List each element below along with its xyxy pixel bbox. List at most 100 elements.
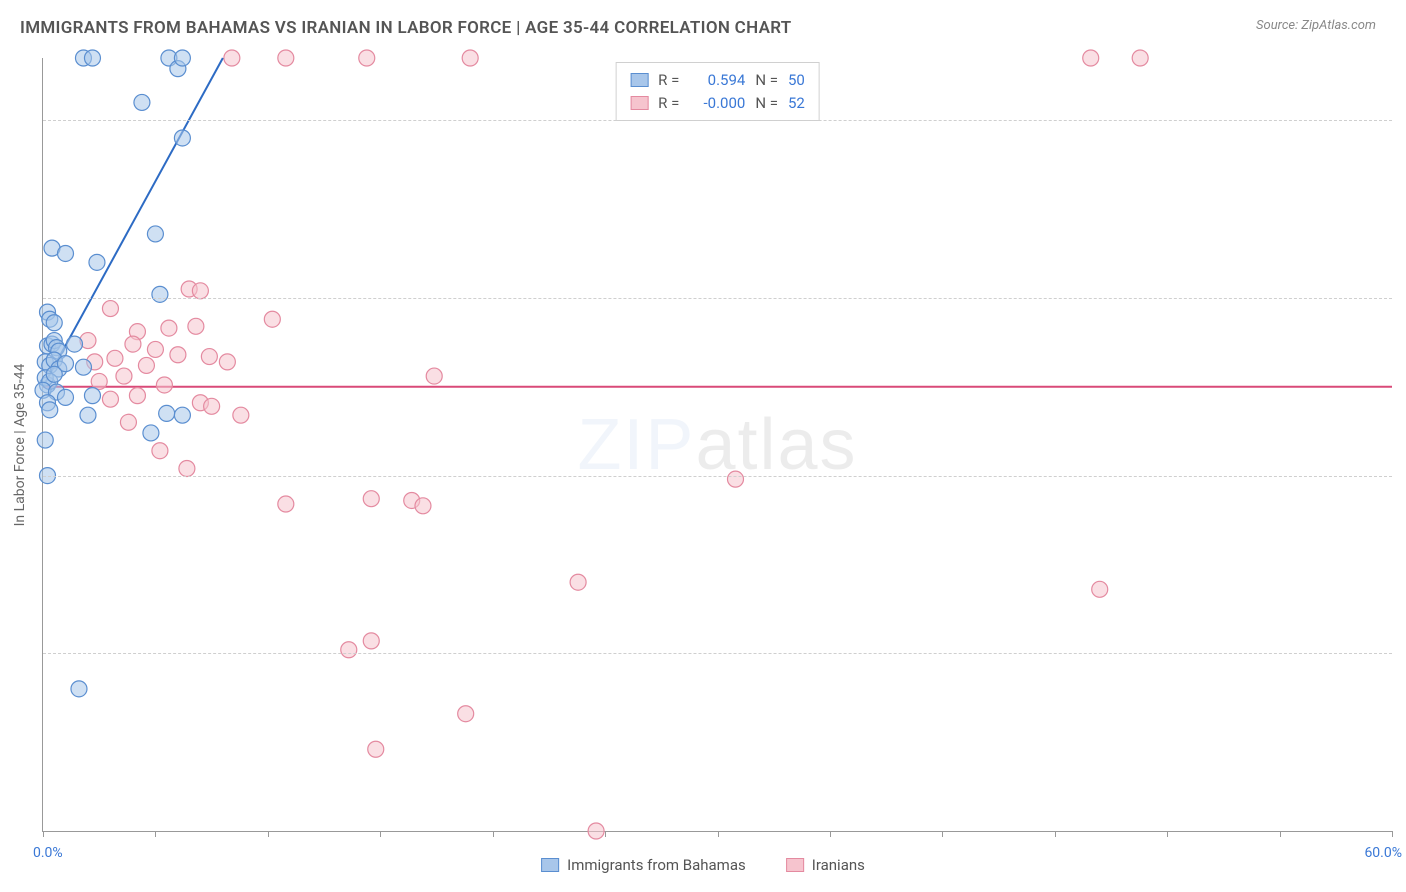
data-point [46,315,62,331]
data-point [46,366,62,382]
legend-item-iranians: Iranians [786,856,865,874]
data-point [264,311,280,327]
data-point [107,350,123,366]
legend-label-bahamas: Immigrants from Bahamas [567,856,746,874]
legend-row-0: R = 0.594 N = 50 [630,69,805,92]
data-point [363,491,379,507]
data-point [71,681,87,697]
data-point [156,377,172,393]
data-point [204,398,220,414]
data-point [192,283,208,299]
x-tick [155,831,156,837]
data-point [75,359,91,375]
n-label-0: N = [755,69,778,92]
data-point [80,407,96,423]
data-point [66,336,82,352]
x-tick [43,831,44,837]
gridline [43,653,1392,654]
data-point [278,50,294,66]
r-value-1: -0.000 [689,92,745,115]
data-point [1092,581,1108,597]
data-point [57,389,73,405]
swatch-bahamas-b [541,858,559,872]
x-tick [1055,831,1056,837]
r-label-1: R = [658,92,679,115]
gridline [43,476,1392,477]
legend-row-1: R = -0.000 N = 52 [630,92,805,115]
x-tick [493,831,494,837]
n-label-1: N = [755,92,778,115]
r-value-0: 0.594 [689,69,745,92]
swatch-bahamas [630,73,648,87]
data-point [179,460,195,476]
data-point [116,368,132,384]
data-point [57,245,73,261]
data-point [89,254,105,270]
data-point [174,407,190,423]
gridline [43,298,1392,299]
swatch-iranians-b [786,858,804,872]
data-point [224,50,240,66]
data-point [129,388,145,404]
x-tick [605,831,606,837]
swatch-iranians [630,96,648,110]
y-tick-label: 90.0% [1402,290,1406,306]
gridline [43,120,1392,121]
data-point [588,823,604,839]
data-point [458,706,474,722]
r-label-0: R = [658,69,679,92]
source-label: Source: ZipAtlas.com [1256,18,1376,33]
x-origin-label: 0.0% [33,845,63,861]
scatter-svg [43,58,1392,831]
x-tick [1280,831,1281,837]
data-point [415,498,431,514]
x-tick [380,831,381,837]
data-point [570,574,586,590]
y-axis-label: In Labor Force | Age 35-44 [12,364,28,527]
data-point [84,50,100,66]
data-point [102,391,118,407]
data-point [147,341,163,357]
data-point [42,402,58,418]
data-point [1132,50,1148,66]
data-point [84,388,100,404]
x-tick [268,831,269,837]
data-point [37,432,53,448]
data-point [188,318,204,334]
data-point [138,357,154,373]
data-point [152,443,168,459]
chart-title: IMMIGRANTS FROM BAHAMAS VS IRANIAN IN LA… [20,18,792,38]
data-point [462,50,478,66]
legend-label-iranians: Iranians [812,856,865,874]
data-point [152,286,168,302]
x-max-label: 60.0% [1364,845,1402,861]
x-tick [830,831,831,837]
data-point [125,336,141,352]
data-point [219,354,235,370]
data-point [727,471,743,487]
data-point [161,320,177,336]
legend-item-bahamas: Immigrants from Bahamas [541,856,746,874]
data-point [201,349,217,365]
y-tick-label: 100.0% [1402,112,1406,128]
x-tick [718,831,719,837]
n-value-1: 52 [788,92,805,115]
n-value-0: 50 [788,69,805,92]
data-point [233,407,249,423]
data-point [363,633,379,649]
y-tick-label: 80.0% [1402,468,1406,484]
data-point [278,496,294,512]
correlation-legend: R = 0.594 N = 50 R = -0.000 N = 52 [615,62,820,121]
plot-area: ZIPatlas R = 0.594 N = 50 R = -0.000 N =… [42,58,1392,832]
data-point [174,50,190,66]
data-point [134,94,150,110]
series-legend: Immigrants from Bahamas Iranians [541,856,865,874]
data-point [341,642,357,658]
x-tick [1167,831,1168,837]
data-point [147,226,163,242]
y-tick-label: 70.0% [1402,645,1406,661]
data-point [102,301,118,317]
data-point [1083,50,1099,66]
x-tick [1392,831,1393,837]
data-point [426,368,442,384]
